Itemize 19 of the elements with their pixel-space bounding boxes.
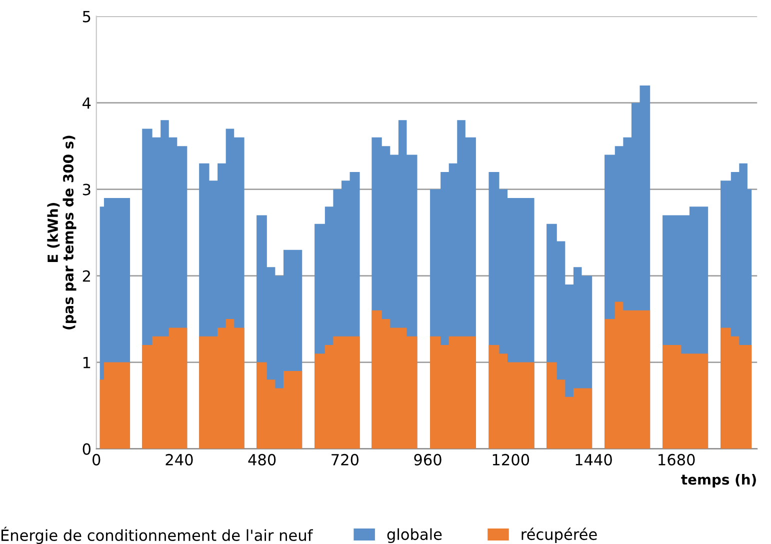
x-tick-label: 240	[166, 454, 193, 466]
x-tick-label: 960	[414, 454, 442, 466]
y-tick-label: 0	[82, 443, 90, 455]
y-axis-title: E (kWh) (pas par temps de 300 s)	[47, 136, 76, 330]
y-tick-label: 1	[83, 356, 90, 368]
y-tick-label: 5	[82, 10, 90, 22]
y-tick-label: 2	[82, 270, 90, 282]
x-tick-label: 1680	[658, 454, 695, 466]
x-tick-label: 0	[92, 454, 100, 466]
legend-title: Énergie de conditionnement de l'air neuf	[2, 526, 314, 544]
y-tick-label: 3	[82, 184, 90, 196]
legend-label: récupérée	[522, 528, 597, 544]
x-tick-label: 1200	[492, 454, 530, 466]
x-axis-title: temps (h)	[681, 474, 756, 488]
y-tick-label: 4	[82, 97, 91, 109]
x-tick-label: 720	[332, 454, 358, 466]
x-tick-label: 1440	[576, 454, 612, 466]
legend-label: globale	[387, 528, 442, 544]
x-tick-label: 480	[248, 454, 276, 466]
